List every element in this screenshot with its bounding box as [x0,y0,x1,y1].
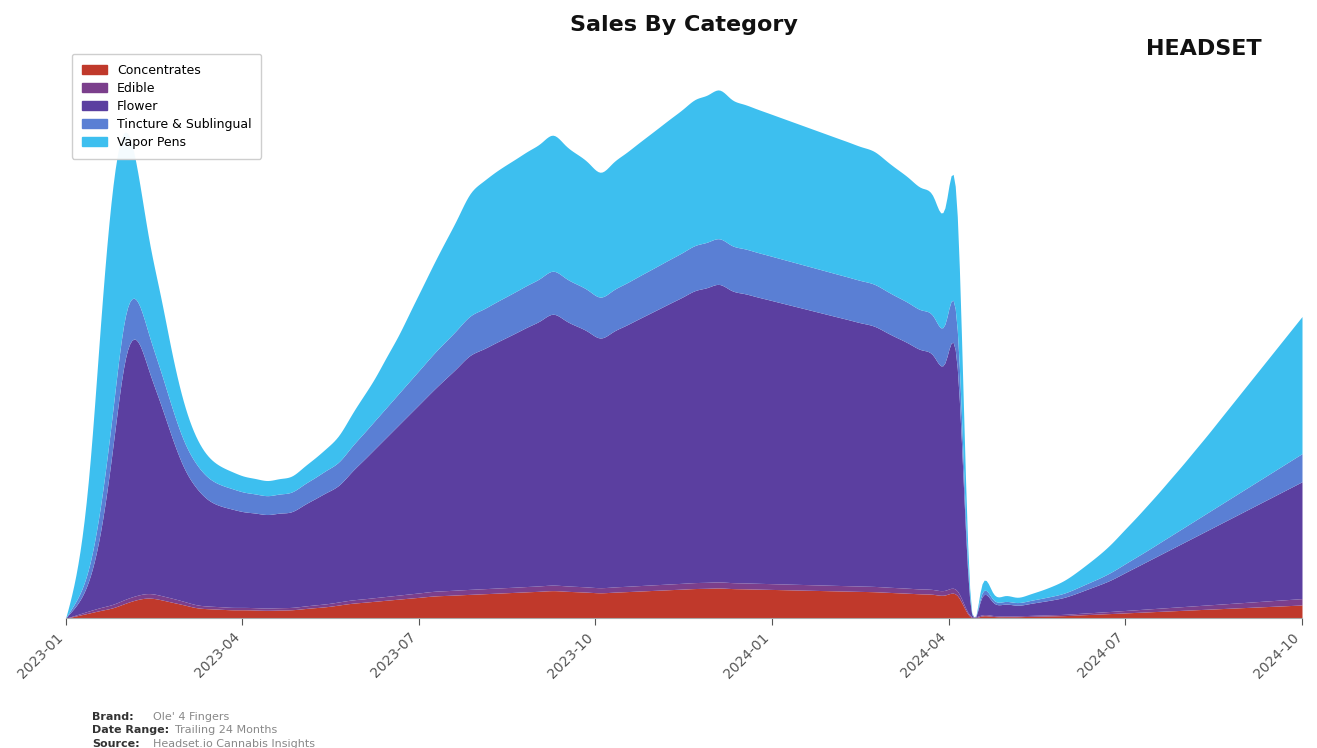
Text: Headset.io Cannabis Insights: Headset.io Cannabis Insights [153,738,315,748]
Legend: Concentrates, Edible, Flower, Tincture & Sublingual, Vapor Pens: Concentrates, Edible, Flower, Tincture &… [72,54,262,159]
Text: Date Range:: Date Range: [92,725,170,735]
Text: HEADSET: HEADSET [1146,39,1262,58]
Text: Trailing 24 Months: Trailing 24 Months [175,725,278,735]
Text: Ole' 4 Fingers: Ole' 4 Fingers [153,711,229,722]
Text: Source:: Source: [92,738,140,748]
Title: Sales By Category: Sales By Category [570,15,798,35]
Text: Brand:: Brand: [92,711,134,722]
